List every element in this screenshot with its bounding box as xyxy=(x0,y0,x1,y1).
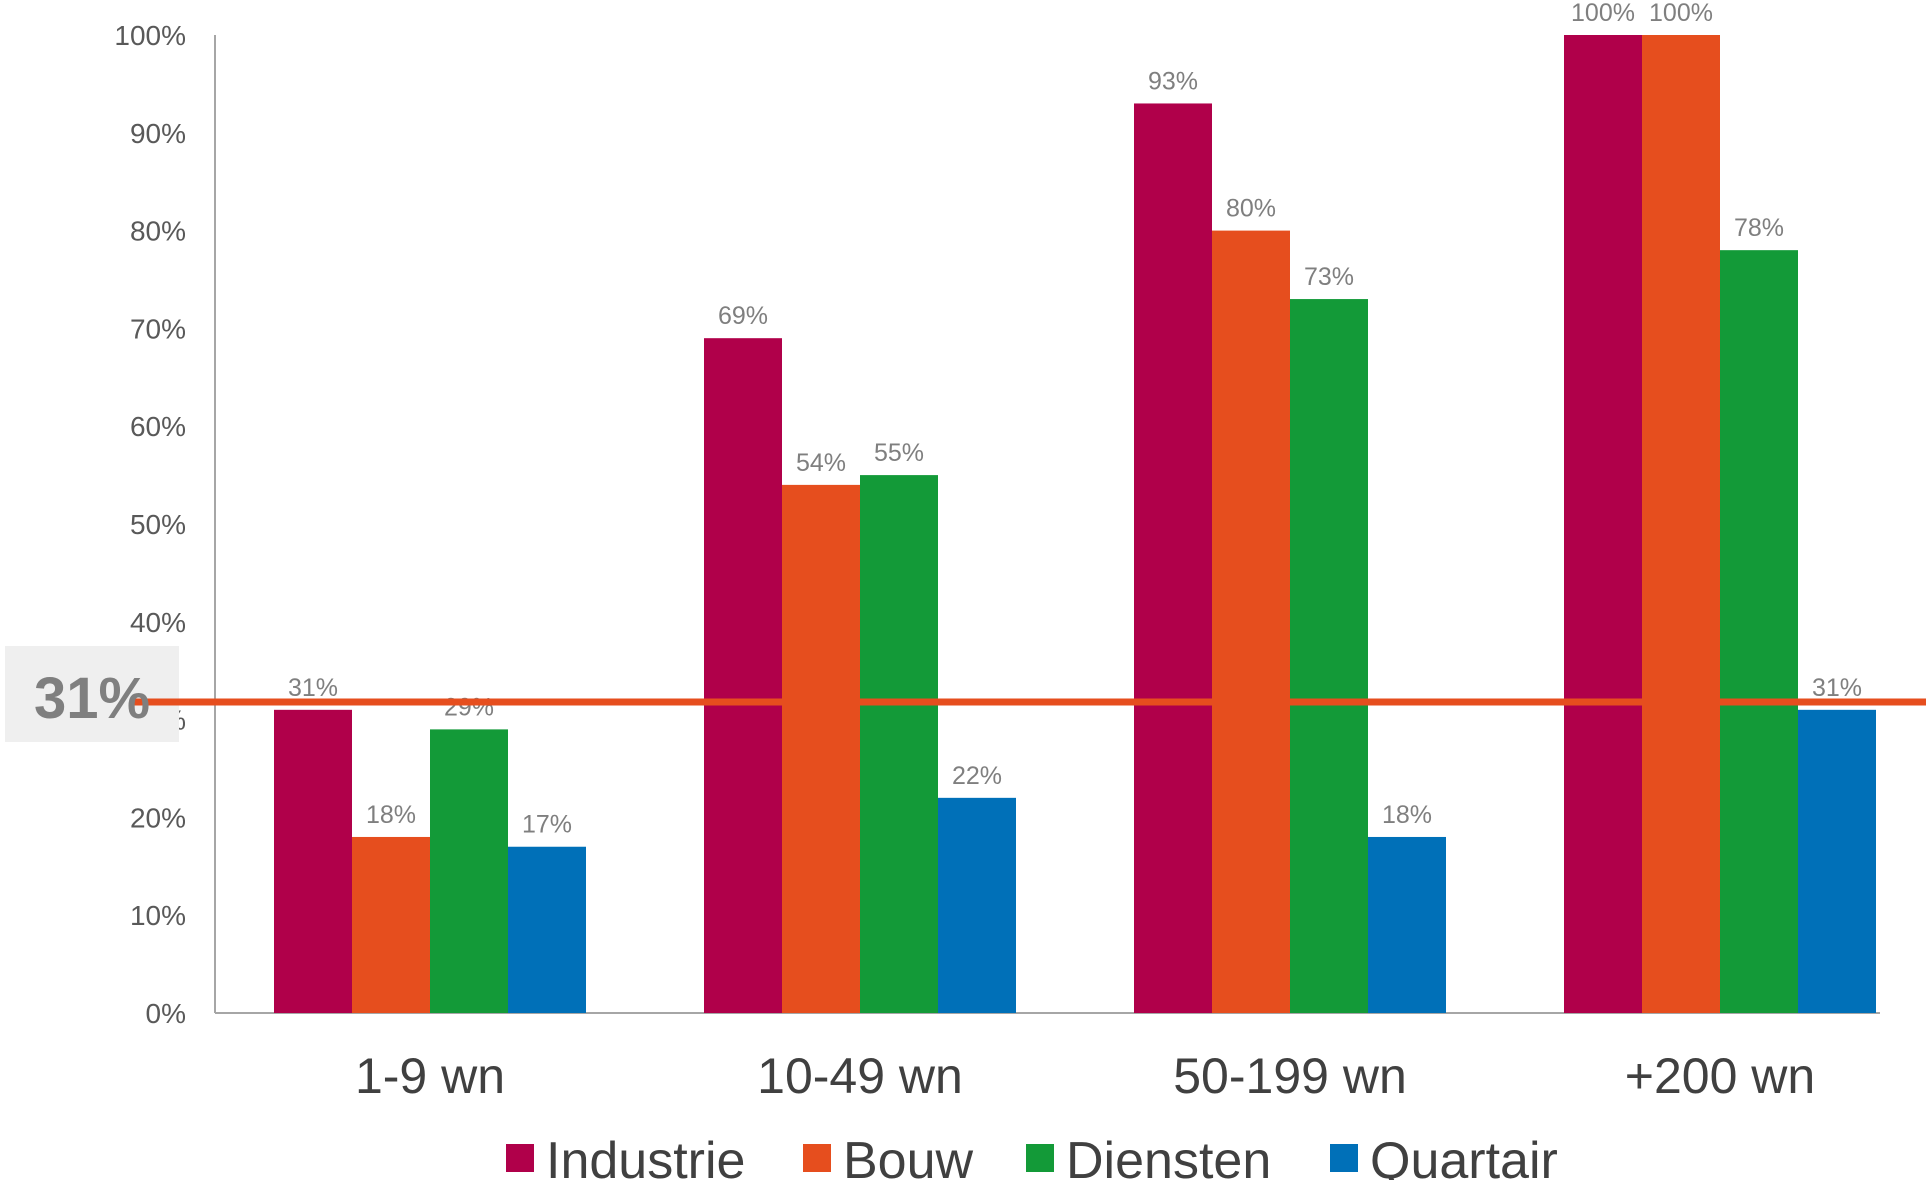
legend-swatch-industrie xyxy=(506,1144,534,1172)
bar-bouw xyxy=(1642,35,1720,1013)
y-tick-label: 10% xyxy=(130,900,186,931)
y-tick-label: 40% xyxy=(130,607,186,638)
data-label: 18% xyxy=(366,801,416,829)
legend-label-quartair: Quartair xyxy=(1370,1132,1558,1180)
bar-quartair xyxy=(1798,709,1876,1013)
bar-diensten xyxy=(1720,250,1798,1013)
y-tick-label: 100% xyxy=(114,20,186,51)
legend-swatch-quartair xyxy=(1330,1144,1358,1172)
reference-line-group: 31% xyxy=(5,646,1926,742)
data-label: 55% xyxy=(874,439,924,467)
legend: Industrie Bouw Diensten Quartair xyxy=(506,1132,1558,1180)
bars xyxy=(274,35,1876,1014)
data-label: 73% xyxy=(1304,263,1354,291)
bar-industrie xyxy=(1564,35,1642,1013)
legend-label-diensten: Diensten xyxy=(1066,1132,1271,1180)
y-tick-label: 70% xyxy=(130,313,186,344)
bar-quartair xyxy=(508,846,586,1013)
x-tick-label: 1-9 wn xyxy=(355,1048,505,1104)
data-label: 31% xyxy=(288,674,338,702)
data-label: 29% xyxy=(444,693,494,721)
x-tick-label: +200 wn xyxy=(1625,1048,1815,1104)
y-tick-label: 50% xyxy=(130,509,186,540)
data-label: 22% xyxy=(952,762,1002,790)
bar-diensten xyxy=(1290,299,1368,1013)
y-tick-label: 20% xyxy=(130,802,186,833)
x-tick-label: 10-49 wn xyxy=(757,1048,963,1104)
bar-industrie xyxy=(704,338,782,1013)
legend-label-industrie: Industrie xyxy=(546,1132,745,1180)
legend-swatch-diensten xyxy=(1026,1144,1054,1172)
data-label: 100% xyxy=(1571,0,1635,27)
y-tick-label: 0% xyxy=(146,998,186,1029)
data-label: 17% xyxy=(522,811,572,839)
x-tick-label: 50-199 wn xyxy=(1173,1048,1407,1104)
bar-quartair xyxy=(1368,836,1446,1013)
y-tick-label: 60% xyxy=(130,411,186,442)
data-label: 80% xyxy=(1226,195,1276,223)
bar-bouw xyxy=(352,836,430,1013)
legend-swatch-bouw xyxy=(803,1144,831,1172)
legend-label-bouw: Bouw xyxy=(843,1132,974,1180)
bar-industrie xyxy=(274,709,352,1013)
bar-industrie xyxy=(1134,103,1212,1013)
data-label: 18% xyxy=(1382,801,1432,829)
bar-diensten xyxy=(860,475,938,1014)
y-axis-ticks: 0%10%20%30%40%50%60%70%80%90%100% xyxy=(114,20,186,1029)
bar-bouw xyxy=(782,484,860,1013)
bar-quartair xyxy=(938,797,1016,1013)
data-labels: 31% 18% 29% 17% 69% 54% 55% 22% 93% 80% 73% 18% 100%… xyxy=(288,0,1862,839)
bar-bouw xyxy=(1212,230,1290,1014)
data-label: 31% xyxy=(1812,674,1862,702)
y-tick-label: 90% xyxy=(130,118,186,149)
data-label: 69% xyxy=(718,302,768,330)
y-tick-label: 80% xyxy=(130,216,186,247)
data-label: 78% xyxy=(1734,214,1784,242)
data-label: 100% xyxy=(1649,0,1713,27)
reference-label-box xyxy=(5,646,179,742)
data-label: 93% xyxy=(1148,67,1198,95)
x-axis-ticks: 1-9 wn 10-49 wn 50-199 wn +200 wn xyxy=(355,1048,1815,1104)
reference-label: 31% xyxy=(34,666,150,731)
bar-diensten xyxy=(430,729,508,1013)
data-label: 54% xyxy=(796,449,846,477)
